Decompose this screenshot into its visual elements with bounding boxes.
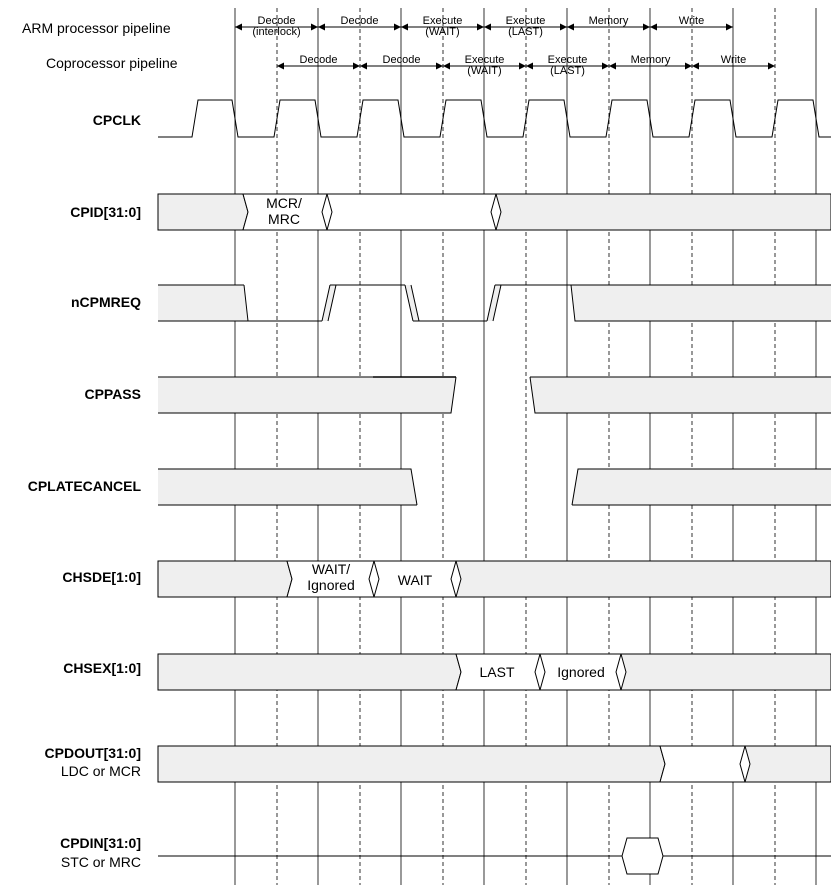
pipeline-stages: Decode(interlock)Decode Execute(WAIT)Exec… <box>235 15 775 77</box>
signal-label-cpclk: CPCLK <box>93 112 141 128</box>
signal-sub-cpdout: LDC or MCR <box>61 763 141 779</box>
stage-qualifier: (WAIT) <box>467 65 501 77</box>
pipeline-stage: Execute(WAIT) <box>443 54 526 77</box>
cpdout-waveform <box>157 745 831 783</box>
arrow-head-icon <box>353 62 360 70</box>
arrow-head-icon <box>277 62 284 70</box>
pipeline-stage: Decode <box>360 54 443 70</box>
cpid-waveform <box>157 193 831 231</box>
arm-pipeline-label: ARM processor pipeline <box>22 20 171 36</box>
pipeline-stage: Decode(interlock) <box>235 15 318 38</box>
signal-label-chsex: CHSEX[1:0] <box>63 660 141 676</box>
stage-name: Memory <box>589 15 629 27</box>
cpid-value-line1: MCR/ <box>266 195 302 211</box>
signal-label-cpid: CPID[31:0] <box>70 204 141 220</box>
arrow-head-icon <box>484 23 491 31</box>
cpclk-waveform <box>158 99 831 138</box>
arrow-head-icon <box>643 23 650 31</box>
chsex-value-2: Ignored <box>557 664 604 680</box>
signal-label-chsde: CHSDE[1:0] <box>62 569 141 585</box>
arrow-head-icon <box>692 62 699 70</box>
arrow-head-icon <box>360 62 367 70</box>
stage-qualifier: (LAST) <box>550 65 585 77</box>
pipeline-stage: Decode <box>277 54 360 70</box>
arrow-head-icon <box>519 62 526 70</box>
arrow-head-icon <box>318 23 325 31</box>
chsex-waveform <box>157 653 831 691</box>
cplatecancel-waveform <box>158 468 831 506</box>
arrow-head-icon <box>602 62 609 70</box>
pipeline-stage: Memory <box>609 54 692 70</box>
signal-sub-cpdin: STC or MRC <box>61 854 141 870</box>
coprocessor-pipeline-label: Coprocessor pipeline <box>46 55 178 71</box>
signal-label-ncpmreq: nCPMREQ <box>71 294 141 310</box>
arrow-head-icon <box>685 62 692 70</box>
pipeline-stage: Write <box>692 54 775 70</box>
pipeline-stage: Write <box>650 15 733 31</box>
stage-qualifier: (LAST) <box>508 26 543 38</box>
signal-label-cplatecancel: CPLATECANCEL <box>28 478 142 494</box>
arrow-head-icon <box>526 62 533 70</box>
stage-name: Write <box>679 15 704 27</box>
cppass-waveform <box>158 376 831 414</box>
arrow-head-icon <box>311 23 318 31</box>
arrow-head-icon <box>401 23 408 31</box>
arrow-head-icon <box>567 23 574 31</box>
stage-qualifier: (WAIT) <box>425 26 459 38</box>
stage-name: Decode <box>300 54 338 66</box>
chsde-value-1-line1: WAIT/ <box>312 561 350 577</box>
pipeline-stage: Memory <box>567 15 650 31</box>
stage-name: Execute <box>548 54 588 66</box>
arrow-head-icon <box>235 23 242 31</box>
stage-name: Execute <box>423 15 463 27</box>
cpid-value-line2: MRC <box>268 211 300 227</box>
chsde-waveform <box>157 560 831 598</box>
stage-name: Execute <box>506 15 546 27</box>
arrow-head-icon <box>650 23 657 31</box>
arrow-head-icon <box>477 23 484 31</box>
chsde-value-2: WAIT <box>398 572 433 588</box>
stage-name: Write <box>721 54 746 66</box>
arrow-head-icon <box>443 62 450 70</box>
stage-name: Execute <box>465 54 505 66</box>
pipeline-stage: Execute(LAST) <box>526 54 609 77</box>
arrow-head-icon <box>609 62 616 70</box>
ncpmreq-waveform <box>158 284 831 322</box>
stage-qualifier: (interlock) <box>252 26 300 38</box>
signal-label-cppass: CPPASS <box>84 386 141 402</box>
arrow-head-icon <box>560 23 567 31</box>
stage-name: Decode <box>258 15 296 27</box>
chsex-value-1: LAST <box>479 664 514 680</box>
stage-name: Memory <box>631 54 671 66</box>
pipeline-stage: Execute(LAST) <box>484 15 567 38</box>
clock-edge-guides <box>234 8 817 885</box>
chsde-value-1-line2: Ignored <box>307 577 354 593</box>
arrow-head-icon <box>436 62 443 70</box>
signal-label-cpdout: CPDOUT[31:0] <box>45 745 141 761</box>
stage-name: Decode <box>341 15 379 27</box>
arrow-head-icon <box>768 62 775 70</box>
stage-name: Decode <box>383 54 421 66</box>
pipeline-stage: Decode <box>318 15 401 31</box>
arrow-head-icon <box>394 23 401 31</box>
pipeline-stage: Execute(WAIT) <box>401 15 484 38</box>
cpdin-waveform <box>158 837 831 875</box>
signal-label-cpdin: CPDIN[31:0] <box>60 835 141 851</box>
arrow-head-icon <box>726 23 733 31</box>
